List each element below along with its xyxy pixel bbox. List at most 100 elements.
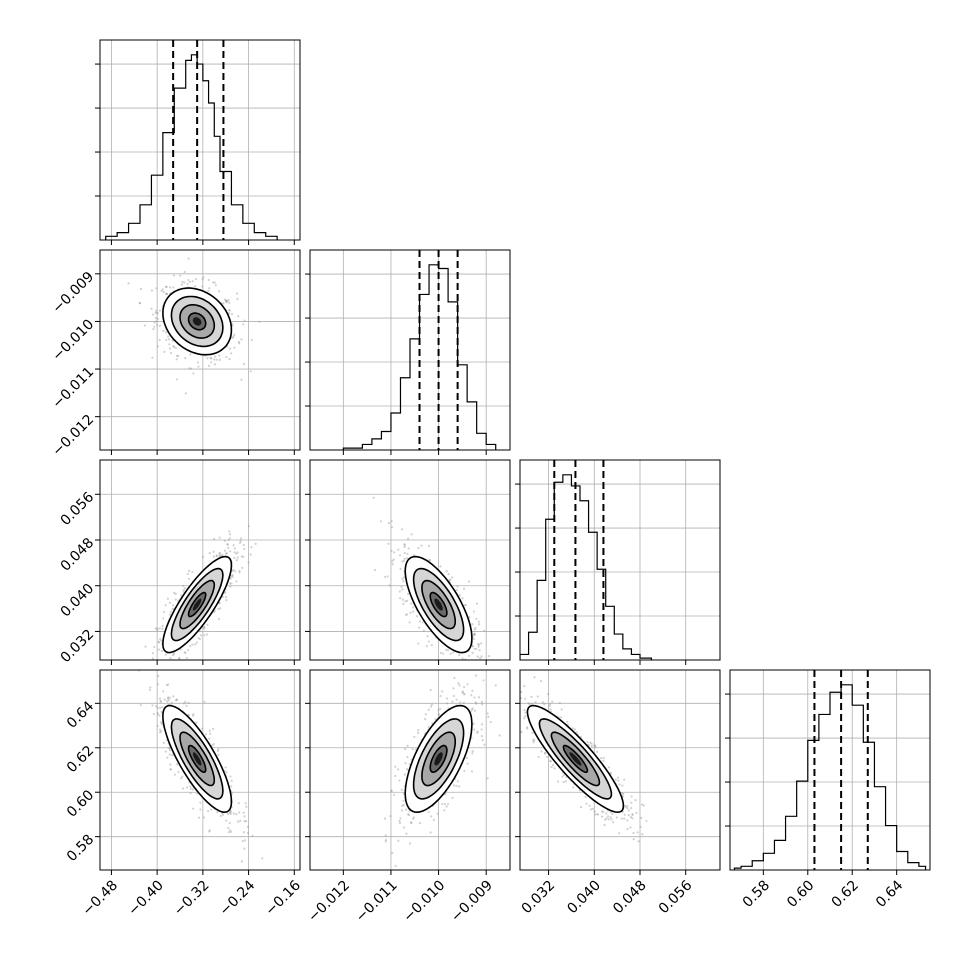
y-tick-label-p2: −0.010	[49, 316, 97, 364]
sample-point	[232, 335, 235, 338]
sample-point	[164, 285, 167, 288]
sample-point	[480, 655, 483, 658]
sample-point	[212, 727, 215, 730]
sample-point	[526, 727, 529, 730]
sample-point	[187, 648, 190, 652]
sample-point	[237, 315, 240, 318]
sample-point	[237, 340, 241, 344]
sample-point	[156, 312, 160, 315]
sample-point	[243, 839, 247, 842]
sample-point	[203, 626, 206, 629]
sample-point	[467, 580, 471, 583]
sample-point	[486, 777, 489, 780]
sample-point	[393, 793, 396, 796]
sample-point	[398, 554, 402, 557]
density-core	[434, 598, 443, 611]
sample-point	[247, 561, 250, 564]
sample-point	[167, 338, 171, 341]
sample-point	[602, 759, 605, 762]
sample-point	[480, 735, 484, 738]
contour-line-2	[538, 718, 613, 800]
sample-point	[157, 648, 160, 651]
sample-point	[156, 724, 159, 728]
sample-point	[214, 355, 217, 358]
sample-point	[165, 338, 168, 341]
sample-point	[156, 627, 159, 630]
sample-point	[451, 700, 454, 703]
sample-point	[147, 678, 149, 680]
sample-point	[174, 598, 177, 601]
sample-point	[618, 783, 621, 786]
sample-point	[157, 674, 160, 678]
sample-point	[475, 647, 478, 650]
sample-point	[225, 819, 228, 822]
sample-point	[242, 831, 246, 834]
sample-point	[400, 809, 404, 812]
sample-point	[461, 597, 464, 600]
x-tick-label-p2: −0.011	[353, 877, 401, 925]
sample-point	[549, 708, 552, 711]
sample-point	[388, 584, 391, 587]
sample-point	[203, 700, 206, 704]
sample-point	[445, 697, 449, 700]
sample-point	[127, 282, 130, 285]
sample-point	[430, 703, 433, 706]
sample-point	[122, 686, 124, 688]
sample-point	[182, 702, 186, 705]
sample-point	[235, 559, 238, 562]
sample-point	[402, 559, 405, 562]
sample-point	[630, 795, 633, 798]
sample-point	[407, 592, 410, 595]
sample-point	[154, 627, 158, 630]
sample-point	[479, 656, 482, 660]
y-tick-label-p4: 0.64	[64, 698, 97, 731]
sample-point	[458, 653, 461, 656]
sample-point	[445, 569, 448, 573]
density-core	[192, 317, 202, 326]
sample-point	[626, 804, 629, 808]
sample-point	[208, 364, 211, 367]
sample-point	[624, 806, 627, 809]
panel-frame	[309, 459, 511, 661]
sample-point	[199, 808, 202, 811]
sample-point	[182, 590, 185, 593]
sample-point	[189, 367, 193, 370]
sample-point	[160, 723, 163, 726]
panel-frame	[519, 669, 721, 871]
sample-point	[208, 829, 211, 832]
sample-point	[545, 755, 548, 758]
sample-point	[148, 673, 150, 675]
sample-point	[157, 641, 160, 644]
sample-point	[463, 666, 465, 668]
sample-point	[159, 699, 162, 703]
y-tick-label-p2: −0.012	[49, 412, 97, 460]
sample-point	[528, 702, 531, 706]
sample-point	[427, 810, 430, 814]
sample-point	[402, 804, 405, 807]
sample-point	[617, 779, 620, 782]
sample-point	[610, 818, 613, 821]
sample-point	[227, 308, 231, 312]
sample-point	[194, 278, 198, 281]
histogram-p3	[520, 474, 653, 660]
sample-point	[446, 702, 449, 705]
sample-point	[616, 776, 620, 779]
sample-point	[158, 706, 162, 709]
sample-point	[160, 730, 163, 733]
sample-point	[626, 828, 629, 831]
sample-point	[572, 786, 575, 789]
sample-point	[192, 807, 195, 810]
sample-point	[251, 834, 254, 837]
sample-point	[174, 592, 177, 595]
sample-point	[451, 796, 454, 799]
sample-point	[455, 698, 458, 701]
sample-point	[439, 707, 442, 710]
sample-point	[243, 319, 246, 322]
sample-point	[473, 633, 476, 636]
sample-point	[437, 713, 440, 716]
sample-point	[242, 555, 245, 558]
sample-point	[201, 555, 205, 559]
sample-point	[471, 651, 474, 654]
sample-point	[458, 684, 461, 687]
sample-point	[452, 784, 456, 787]
